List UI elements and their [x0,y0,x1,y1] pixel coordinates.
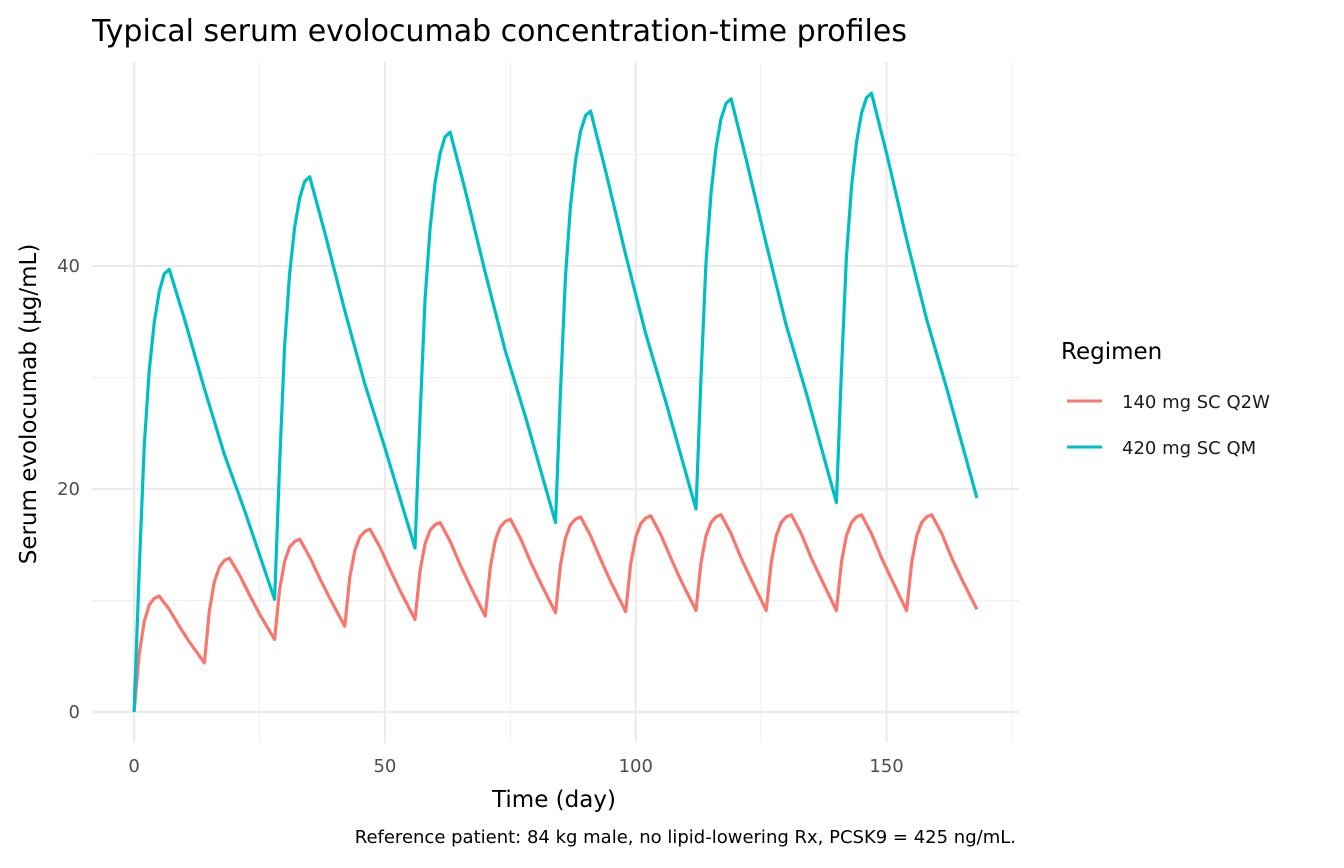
minor-gridlines [92,62,1019,743]
series-lines [132,91,979,713]
tick-labels: 0 50 100 150 0 20 40 [57,256,904,777]
x-tick-label: 100 [619,756,653,777]
caption: Reference patient: 84 kg male, no lipid-… [355,827,1016,848]
x-tick-label: 50 [373,756,396,777]
x-axis-label: Time (day) [491,787,616,813]
x-tick-label: 150 [869,756,903,777]
y-tick-label: 0 [69,702,80,723]
legend-title: Regimen [1061,339,1162,365]
y-tick-label: 20 [57,479,80,500]
chart-title: Typical serum evolocumab concentration-t… [91,14,907,49]
series-line-140mg-q2w [132,513,979,713]
x-tick-label: 0 [128,756,139,777]
series-line-420mg-qm [132,91,979,713]
legend-label-140mg: 140 mg SC Q2W [1122,392,1270,413]
legend: Regimen 140 mg SC Q2W 420 mg SC QM [1061,339,1270,459]
y-tick-label: 40 [57,256,80,277]
legend-label-420mg: 420 mg SC QM [1122,438,1256,459]
y-axis-label: Serum evolocumab (µg/mL) [16,244,42,565]
major-gridlines [92,62,1019,743]
